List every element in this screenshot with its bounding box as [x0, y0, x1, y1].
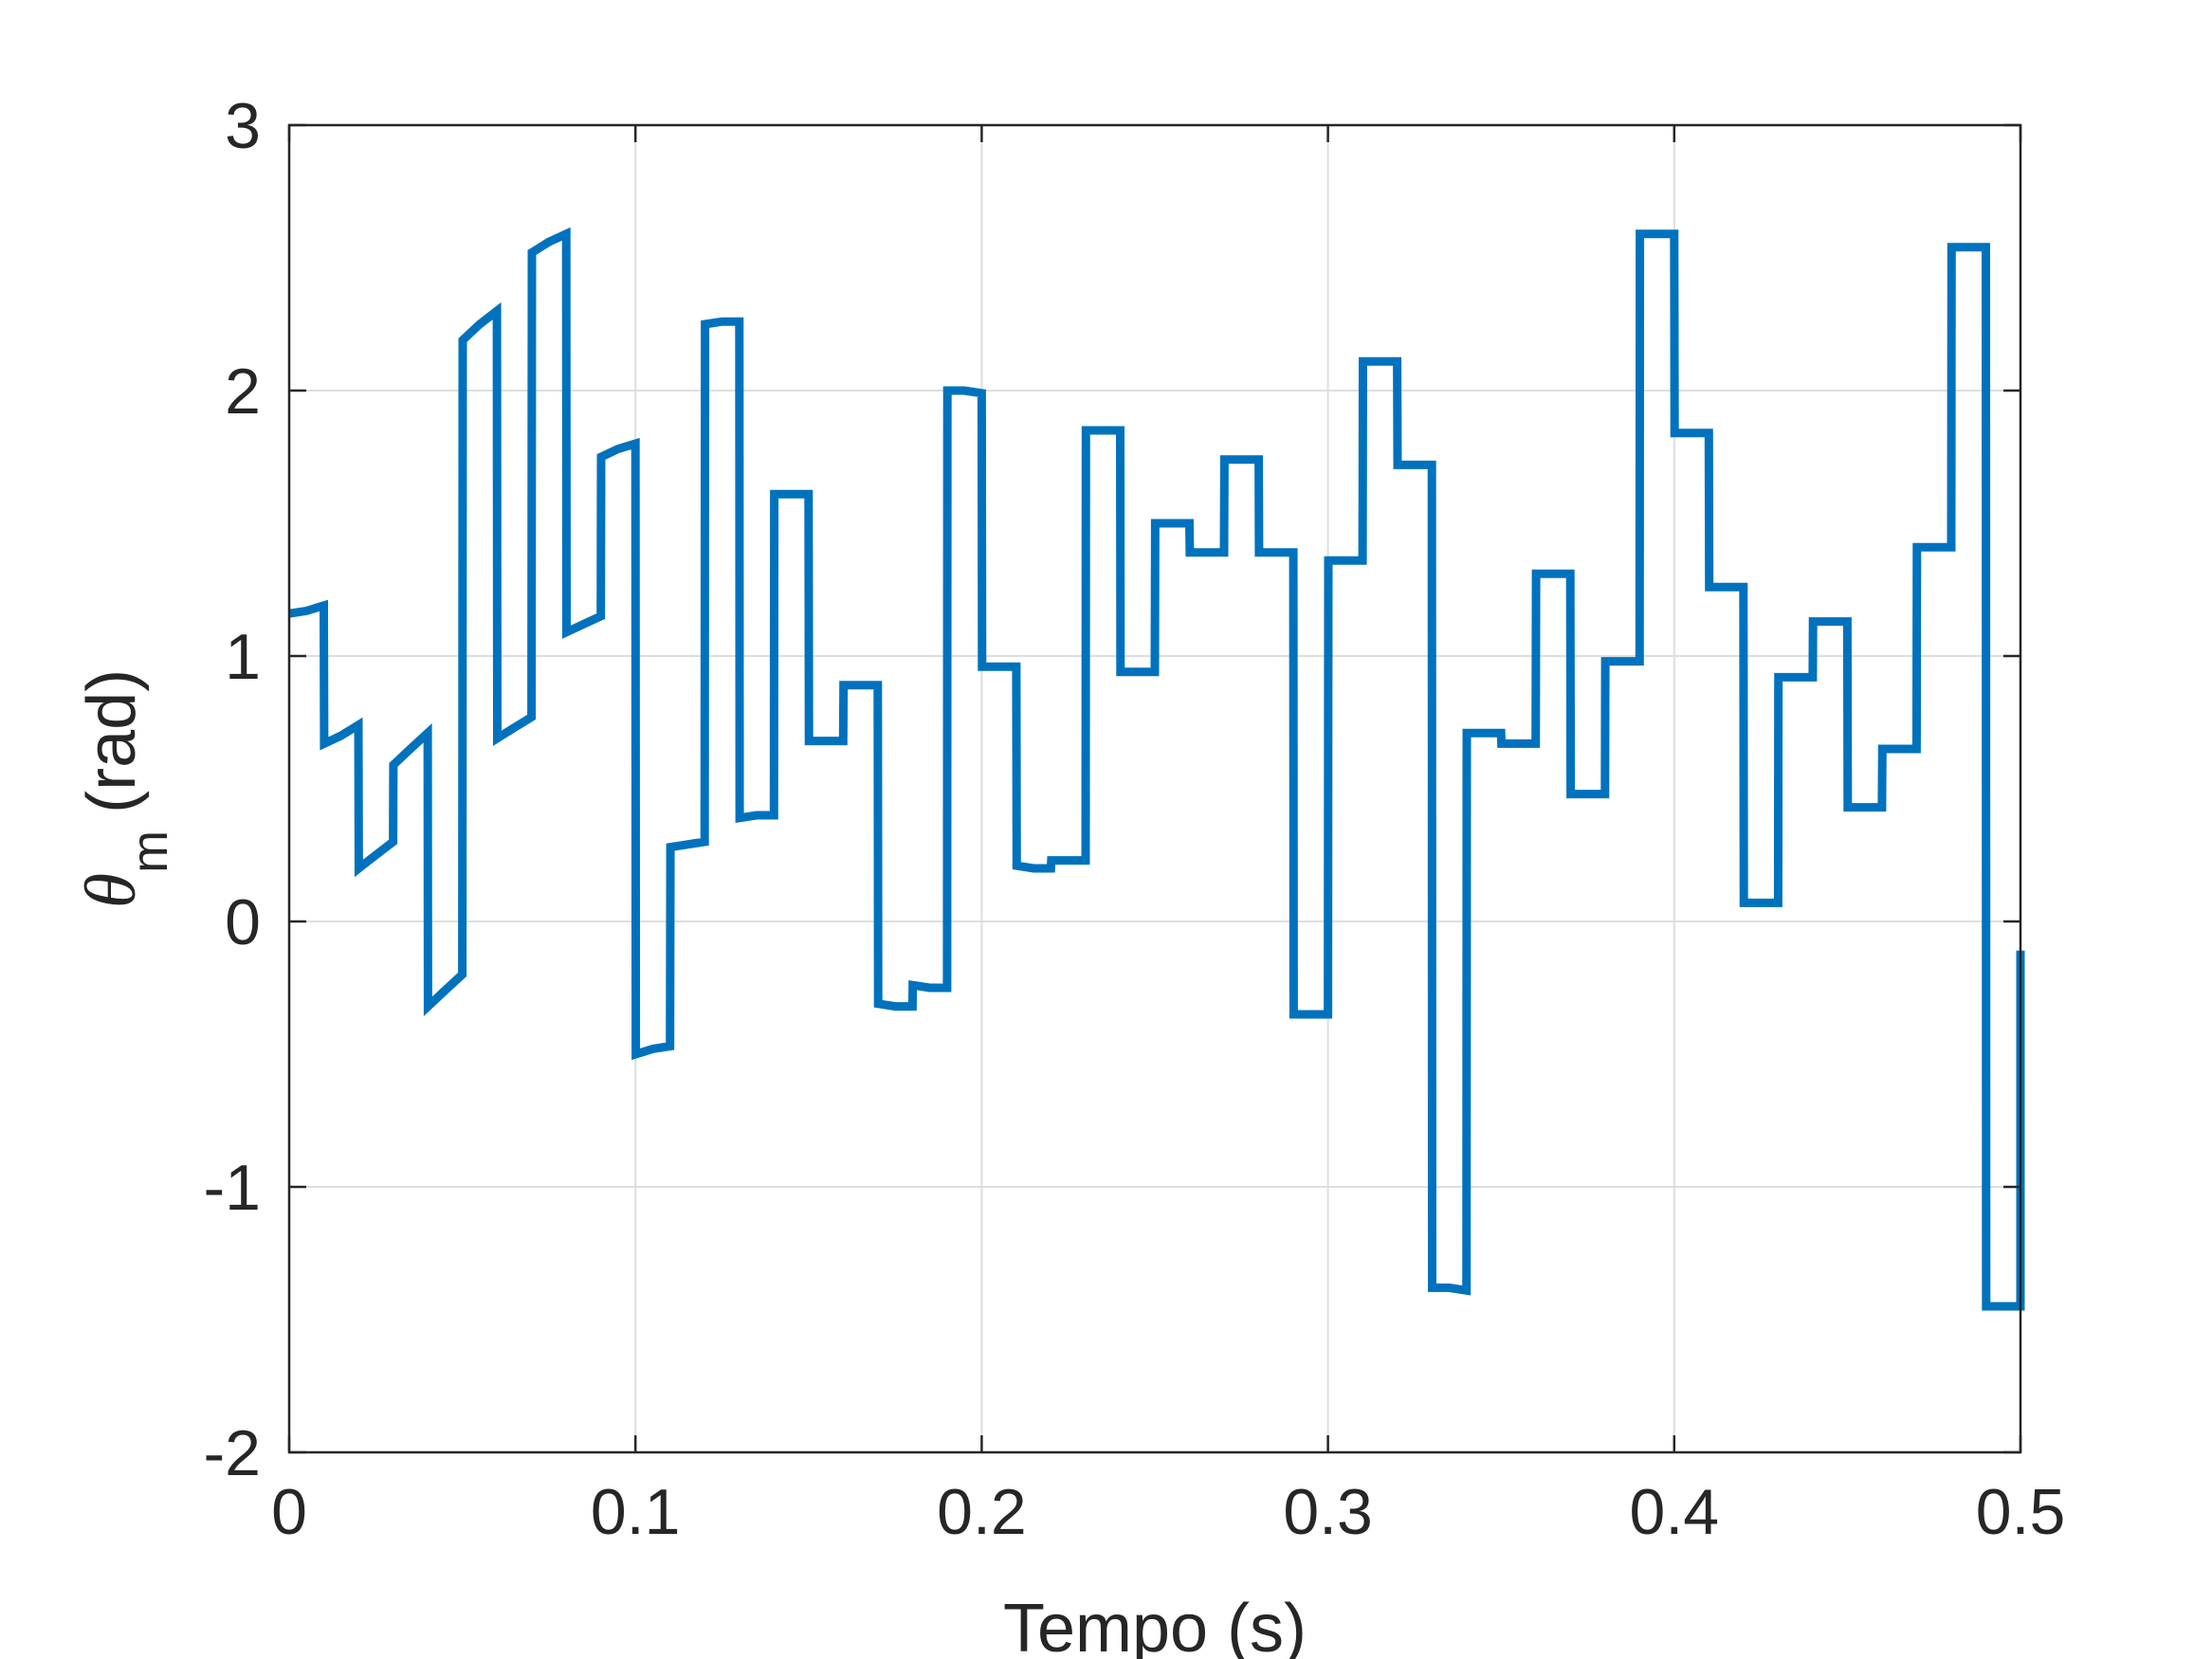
x-tick-label: 0	[271, 1476, 307, 1548]
y-axis-symbol: θ	[71, 873, 151, 908]
y-axis-unit: (rad)	[74, 669, 150, 813]
y-tick-label: -2	[204, 1417, 261, 1489]
axes-box	[287, 123, 2022, 1454]
y-axis-label: θm (rad)	[71, 669, 178, 908]
plot-background	[289, 125, 2020, 1452]
x-tick-label: 0.2	[937, 1476, 1027, 1548]
y-tick-label: 2	[225, 356, 261, 428]
x-tick-label: 0.5	[1976, 1476, 2066, 1548]
x-axis-label: Tempo (s)	[1003, 1591, 1307, 1659]
x-tick-label: 0.1	[591, 1476, 681, 1548]
y-tick-label: -1	[204, 1152, 261, 1224]
y-tick-label: 3	[225, 90, 261, 162]
x-tick-labels: 0 0.1 0.2 0.3 0.4 0.5	[271, 1476, 2065, 1548]
x-tick-label: 0.4	[1630, 1476, 1720, 1548]
y-axis-subscript: m	[121, 830, 178, 873]
series-line	[288, 227, 2025, 1311]
y-tick-label: 1	[225, 621, 261, 693]
y-tick-label: 0	[225, 886, 261, 958]
y-tick-labels: -2 -1 0 1 2 3	[204, 90, 261, 1489]
x-tick-label: 0.3	[1283, 1476, 1373, 1548]
svg-text:θm(rad): θm (rad)	[71, 669, 178, 908]
ticks	[287, 123, 2022, 1454]
